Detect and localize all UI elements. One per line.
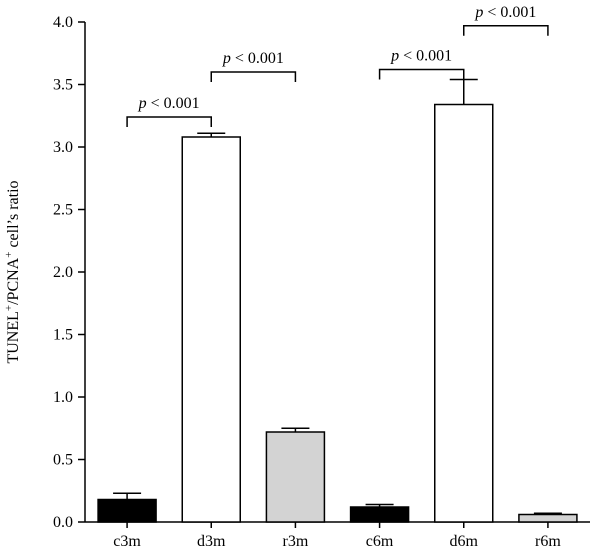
x-tick-label: r6m	[535, 533, 561, 550]
ylabel-part: TUNEL	[5, 311, 22, 363]
significance-bracket	[463, 25, 549, 36]
significance-label: p < 0.001	[474, 4, 536, 21]
ylabel-part: /PCNA	[5, 257, 22, 305]
p-symbol: p	[474, 4, 483, 21]
error-bars	[113, 78, 562, 515]
ylabel-superscript: +	[3, 305, 15, 311]
significance-label: p < 0.001	[222, 50, 284, 67]
y-tick-label: 3.0	[53, 139, 73, 156]
y-tick-label: 0.0	[53, 514, 73, 531]
p-symbol: p	[222, 50, 231, 67]
y-tick-label: 4.0	[53, 14, 73, 31]
bar-c6m	[349, 506, 410, 523]
significance-bracket	[126, 116, 212, 127]
significance-label: p < 0.001	[138, 95, 200, 112]
p-symbol: p	[390, 48, 399, 65]
p-symbol: p	[138, 95, 147, 112]
bar-r3m	[265, 431, 326, 523]
significance-bracket	[210, 71, 297, 82]
x-tick-label: d3m	[197, 533, 226, 550]
y-tick-label: 1.0	[53, 389, 73, 406]
bar-d3m	[181, 136, 241, 523]
y-axis-label: TUNEL+/PCNA+ cell’s ratio	[3, 180, 22, 363]
p-value: < 0.001	[147, 95, 200, 112]
bar-r6m	[518, 513, 578, 523]
bar-c3m	[97, 498, 157, 523]
y-tick-label: 0.5	[53, 452, 73, 469]
x-tick-label: c6m	[366, 533, 394, 550]
ylabel-superscript: +	[3, 252, 15, 258]
p-value: < 0.001	[399, 48, 452, 65]
bar-d6m	[434, 103, 494, 523]
x-tick-label: c3m	[113, 533, 141, 550]
bars	[97, 103, 578, 523]
y-tick-label: 1.5	[53, 327, 73, 344]
ylabel-part: cell’s ratio	[5, 180, 22, 251]
x-axis: c3m d3m r3m c6m d6m r6m	[85, 521, 590, 550]
y-tick-label: 2.0	[53, 264, 73, 281]
significance-bracket	[378, 68, 465, 80]
p-value: < 0.001	[483, 4, 536, 21]
x-tick-label: d6m	[450, 533, 479, 550]
y-tick-label: 3.5	[53, 77, 73, 94]
significance-label: p < 0.001	[390, 48, 452, 65]
p-value: < 0.001	[231, 50, 284, 67]
y-axis: 0.0 0.5 1.0 1.5 2.0 2.5 3.0 3.5 4.0	[53, 14, 86, 531]
x-tick-label: r3m	[283, 533, 309, 550]
y-tick-label: 2.5	[53, 202, 73, 219]
